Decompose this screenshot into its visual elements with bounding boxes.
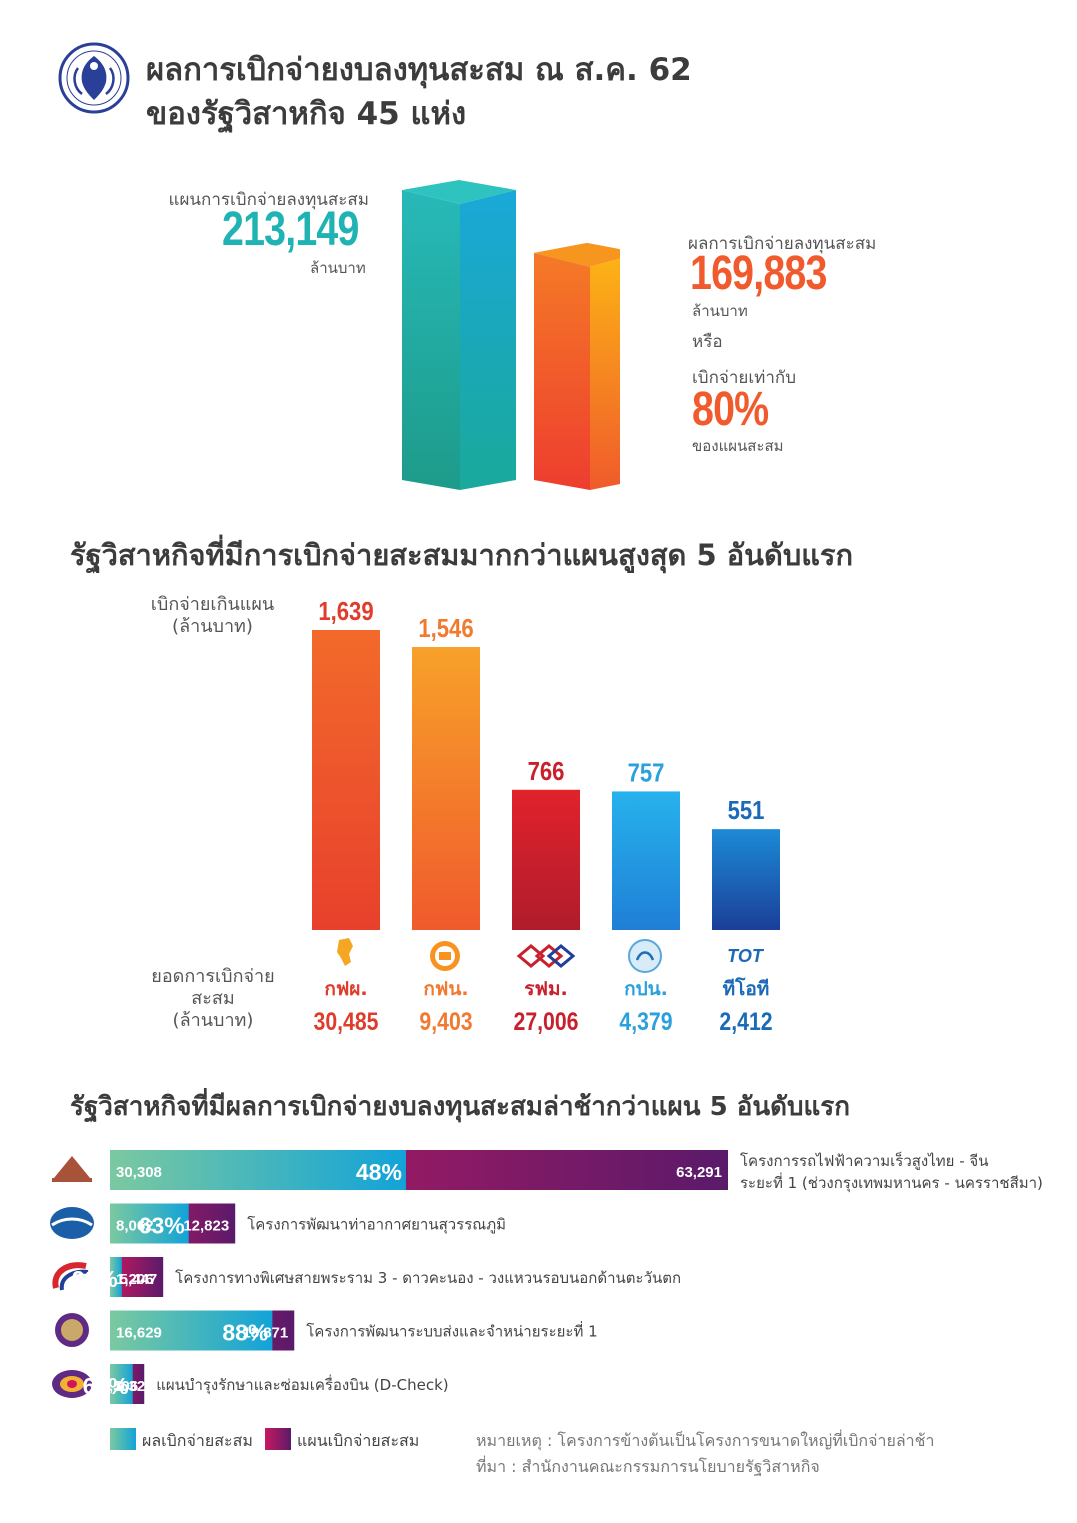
- over-bar-3: [612, 791, 680, 930]
- late-actual-value-1: 8,062: [116, 1218, 154, 1235]
- late-actual-bar-4: [110, 1364, 133, 1404]
- late-actual-value-4: 2,326: [116, 1378, 154, 1395]
- over-total-1: 9,403: [419, 1007, 472, 1035]
- over-bar-4: [712, 829, 780, 930]
- footnote: หมายเหตุ : โครงการข้างต้นเป็นโครงการขนาด…: [476, 1431, 935, 1450]
- late-plan-value-0: 63,291: [676, 1164, 722, 1181]
- plan-vs-actual-3d-bars: [402, 180, 620, 490]
- over-bar-value-0: 1,639: [318, 597, 373, 626]
- late-percent-2: 22%: [72, 1266, 118, 1292]
- plan-bar-front: [402, 190, 460, 490]
- over-bar-value-3: 757: [628, 759, 665, 788]
- mwa-logo-icon: [628, 939, 662, 973]
- late-actual-bar-0: [110, 1150, 406, 1190]
- over-total-0: 30,485: [314, 1007, 379, 1035]
- plan-bar-top: [402, 180, 516, 204]
- spo-emblem-logo: [58, 42, 130, 114]
- over-bar-value-4: 551: [728, 797, 765, 826]
- or-text: หรือ: [692, 332, 723, 352]
- over-y-label-line2: (ล้านบาท): [172, 616, 253, 637]
- over-bar-name-4: ทีโอที: [723, 977, 770, 1000]
- plan-bar-side: [460, 190, 516, 490]
- late-plan-value-2: 5,447: [120, 1271, 158, 1288]
- source-note: ที่มา : สำนักงานคณะกรรมการนโยบายรัฐวิสาห…: [476, 1457, 820, 1476]
- late-project-label-1-0: โครงการพัฒนาท่าอากาศยานสุวรรณภูมิ: [247, 1216, 506, 1235]
- late-project-label-0-0: โครงการรถไฟฟ้าความเร็วสูงไทย - จีน: [740, 1151, 988, 1170]
- plan-label: แผนการเบิกจ่ายลงทุนสะสม: [168, 190, 369, 210]
- late-percent-4: 66%: [83, 1373, 129, 1399]
- egat-logo-icon: [337, 938, 353, 966]
- actual-bar-side: [590, 258, 620, 490]
- over-y-label-line1: เบิกจ่ายเกินแผน: [150, 594, 275, 615]
- late-actual-bar-2: [110, 1257, 122, 1297]
- late-section-title: รัฐวิสาหกิจที่มีผลการเบิกจ่ายงบลงทุนสะสม…: [70, 1092, 850, 1122]
- over-total-2: 27,006: [514, 1007, 579, 1035]
- over-plan-bar-chart: TOT กฟผ. กฟน. รฟม. กปน. ทีโอที 1,639 30,485 1,…: [312, 597, 780, 1035]
- actual-bar-front: [534, 252, 590, 490]
- late-project-label-0-1: ระยะที่ 1 (ช่วงกรุงเทพมหานคร - นครราชสีม…: [740, 1172, 1043, 1193]
- late-actual-bar-3: [110, 1310, 273, 1351]
- over-bar-name-2: รฟม.: [524, 978, 567, 1000]
- page-title-line2: ของรัฐวิสาหกิจ 45 แห่ง: [146, 96, 467, 132]
- tot-logo-text: TOT: [727, 946, 765, 966]
- mrta-logo-icon: [516, 944, 576, 968]
- late-project-label-2-0: โครงการทางพิเศษสายพระราม 3 - ดาวคะนอง - …: [175, 1269, 681, 1287]
- over-bar-name-3: กปน.: [624, 978, 668, 1000]
- actual-unit: ล้านบาท: [692, 302, 748, 320]
- late-plan-bar-chart: 30,308 48% 63,291 โครงการรถไฟฟ้าความเร็วสูง…: [50, 1150, 1043, 1404]
- plan-unit: ล้านบาท: [310, 259, 366, 277]
- page-title-line1: ผลการเบิกจ่ายงบลงทุนสะสม ณ ส.ค. 62: [146, 52, 692, 88]
- total-label-line2: สะสม: [191, 988, 235, 1009]
- over-bar-value-1: 1,546: [418, 614, 473, 643]
- mea-logo-icon: [430, 941, 460, 971]
- late-actual-bar-1: [110, 1203, 189, 1244]
- over-total-3: 4,379: [619, 1007, 672, 1035]
- pea-logo-icon: [55, 1313, 89, 1347]
- over-total-4: 2,412: [719, 1007, 772, 1035]
- over-y-label: เบิกจ่ายเกินแผน (ล้านบาท): [140, 594, 285, 638]
- late-project-label-3-0: โครงการพัฒนาระบบส่งและจำหน่ายระยะที่ 1: [306, 1321, 597, 1341]
- late-actual-value-3: 16,629: [116, 1325, 162, 1342]
- late-project-label-4-0: แผนบำรุงรักษาและซ่อมเครื่องบิน (D-Check): [156, 1374, 448, 1395]
- late-plan-value-4: 3,506: [101, 1378, 139, 1395]
- tot-logo-icon: TOT: [727, 946, 765, 966]
- over-bar-0: [312, 630, 380, 930]
- over-bar-1: [412, 647, 480, 930]
- percent-value-wrap: 80%: [692, 382, 785, 437]
- actual-value: 169,883: [690, 247, 827, 300]
- srt-logo-icon: [52, 1156, 92, 1182]
- legend-plan-label: แผนเบิกจ่ายสะสม: [297, 1431, 420, 1450]
- over-bar-value-2: 766: [528, 757, 565, 786]
- aot-logo-icon: [50, 1207, 94, 1239]
- exat-logo-icon: [52, 1262, 89, 1291]
- late-actual-value-2: 1,206: [116, 1271, 154, 1288]
- late-percent-1: 63%: [139, 1213, 185, 1239]
- legend-plan-swatch: [265, 1428, 291, 1450]
- late-percent-0: 48%: [356, 1159, 402, 1185]
- percent-value: 80%: [692, 383, 769, 436]
- late-actual-value-0: 30,308: [116, 1164, 162, 1181]
- legend-actual-swatch: [110, 1428, 136, 1450]
- percent-sub: ของแผนสะสม: [692, 437, 784, 455]
- actual-3d-bar: [534, 242, 620, 490]
- actual-label: ผลการเบิกจ่ายลงทุนสะสม: [688, 234, 877, 254]
- legend-actual-label: ผลเบิกจ่ายสะสม: [142, 1431, 253, 1450]
- thai-airways-logo-icon: [52, 1370, 92, 1398]
- plan-3d-bar: [402, 180, 516, 490]
- late-plan-value-3: 18,871: [242, 1325, 288, 1342]
- late-percent-3: 88%: [222, 1320, 268, 1346]
- actual-bar-top: [534, 242, 620, 267]
- late-plan-value-1: 12,823: [183, 1218, 229, 1235]
- plan-value: 213,149: [222, 203, 359, 256]
- total-label: ยอดการเบิกจ่าย สะสม (ล้านบาท): [138, 966, 288, 1032]
- plan-value-wrap: 213,149: [222, 202, 382, 257]
- total-label-line3: (ล้านบาท): [172, 1010, 254, 1031]
- over-plan-section-title: รัฐวิสาหกิจที่มีการเบิกจ่ายสะสมมากกว่าแผ…: [70, 538, 854, 572]
- over-bar-2: [512, 789, 580, 930]
- equal-label: เบิกจ่ายเท่ากับ: [692, 368, 797, 388]
- actual-value-wrap: 169,883: [690, 246, 857, 301]
- total-label-line1: ยอดการเบิกจ่าย: [151, 966, 275, 987]
- over-bar-name-1: กฟน.: [423, 978, 468, 1000]
- over-bar-name-0: กฟผ.: [324, 978, 367, 1000]
